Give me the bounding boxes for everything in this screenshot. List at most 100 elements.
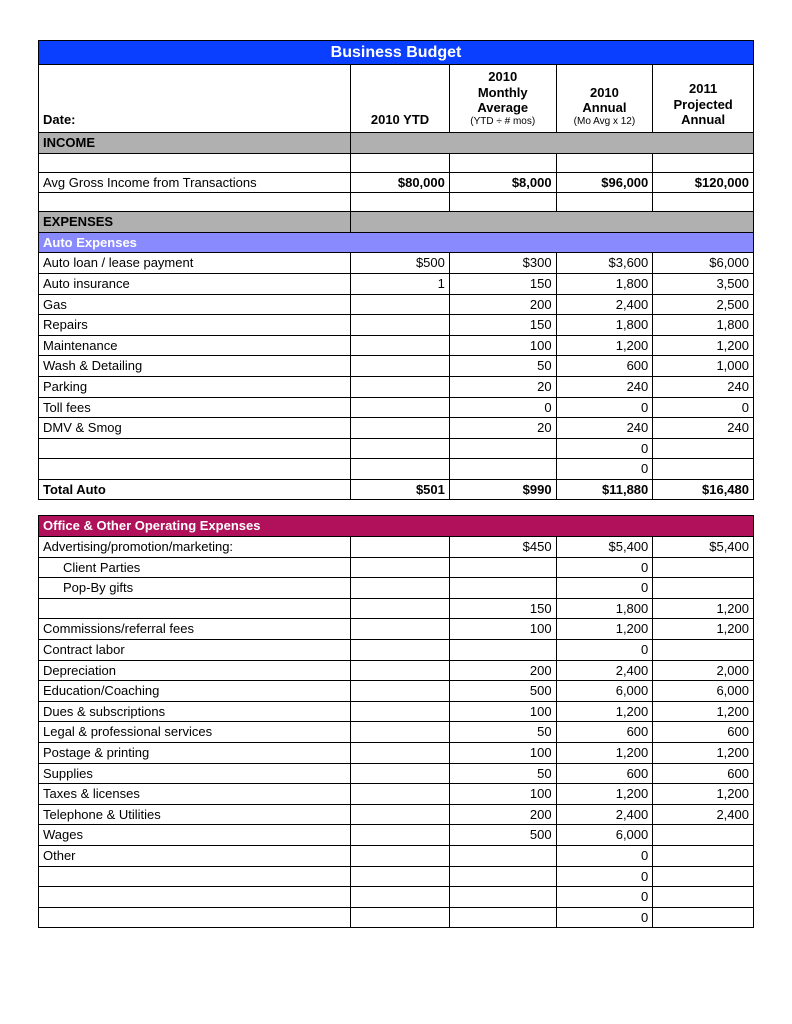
auto-row-2-c5: 2,500 xyxy=(653,294,754,315)
office-row-8-label: Dues & subscriptions xyxy=(39,701,351,722)
auto-row-10-c4: 0 xyxy=(556,459,653,480)
office-row-14-c2 xyxy=(351,825,450,846)
office-row-17-c3 xyxy=(449,887,556,908)
office-row-6-c3: 200 xyxy=(449,660,556,681)
auto-row-3-c5: 1,800 xyxy=(653,315,754,336)
office-row-6-c2 xyxy=(351,660,450,681)
auto-row-0-c3: $300 xyxy=(449,253,556,274)
header-monthly-avg: 2010MonthlyAverage(YTD ÷ # mos) xyxy=(449,65,556,133)
office-row-4-c4: 1,200 xyxy=(556,619,653,640)
auto-row-4-label: Maintenance xyxy=(39,335,351,356)
office-row-3-c4: 1,800 xyxy=(556,598,653,619)
office-row-2-c3 xyxy=(449,578,556,599)
auto-row-7-c5: 0 xyxy=(653,397,754,418)
office-row-5-c3 xyxy=(449,640,556,661)
office-row-14-label: Wages xyxy=(39,825,351,846)
office-row-5-c2 xyxy=(351,640,450,661)
office-row-13-c3: 200 xyxy=(449,804,556,825)
office-row-17-c5 xyxy=(653,887,754,908)
office-row-15-c2 xyxy=(351,845,450,866)
office-row-2-c2 xyxy=(351,578,450,599)
auto-row-6-c2 xyxy=(351,376,450,397)
income-c4: $96,000 xyxy=(556,172,653,193)
auto-total-c2: $501 xyxy=(351,479,450,500)
office-row-11-c2 xyxy=(351,763,450,784)
office-row-9-label: Legal & professional services xyxy=(39,722,351,743)
office-row-17-c2 xyxy=(351,887,450,908)
auto-row-3-label: Repairs xyxy=(39,315,351,336)
auto-row-5-c4: 600 xyxy=(556,356,653,377)
office-row-10-c2 xyxy=(351,743,450,764)
office-row-10-c5: 1,200 xyxy=(653,743,754,764)
section-auto: Auto Expenses xyxy=(39,232,754,253)
office-row-3-c5: 1,200 xyxy=(653,598,754,619)
auto-row-10-c5 xyxy=(653,459,754,480)
auto-row-4-c5: 1,200 xyxy=(653,335,754,356)
auto-row-4-c4: 1,200 xyxy=(556,335,653,356)
auto-total-label: Total Auto xyxy=(39,479,351,500)
auto-row-1-c5: 3,500 xyxy=(653,273,754,294)
office-row-1-c4: 0 xyxy=(556,557,653,578)
office-row-7-c4: 6,000 xyxy=(556,681,653,702)
header-date: Date: xyxy=(39,65,351,133)
income-c5: $120,000 xyxy=(653,172,754,193)
auto-row-8-c5: 240 xyxy=(653,418,754,439)
auto-row-1-label: Auto insurance xyxy=(39,273,351,294)
auto-row-3-c2 xyxy=(351,315,450,336)
auto-row-4-c3: 100 xyxy=(449,335,556,356)
office-row-4-c2 xyxy=(351,619,450,640)
auto-row-7-label: Toll fees xyxy=(39,397,351,418)
office-row-0-c2 xyxy=(351,537,450,558)
auto-row-5-label: Wash & Detailing xyxy=(39,356,351,377)
office-row-10-c4: 1,200 xyxy=(556,743,653,764)
office-row-7-label: Education/Coaching xyxy=(39,681,351,702)
office-row-18-label xyxy=(39,907,351,928)
auto-row-0-c5: $6,000 xyxy=(653,253,754,274)
header-ytd: 2010 YTD xyxy=(351,65,450,133)
auto-row-8-c2 xyxy=(351,418,450,439)
auto-row-9-label xyxy=(39,438,351,459)
auto-row-0-label: Auto loan / lease payment xyxy=(39,253,351,274)
office-row-18-c2 xyxy=(351,907,450,928)
auto-row-7-c4: 0 xyxy=(556,397,653,418)
office-row-7-c2 xyxy=(351,681,450,702)
auto-row-5-c3: 50 xyxy=(449,356,556,377)
auto-row-10-c2 xyxy=(351,459,450,480)
office-row-4-c3: 100 xyxy=(449,619,556,640)
auto-row-9-c5 xyxy=(653,438,754,459)
budget-table: Business BudgetDate:2010 YTD2010MonthlyA… xyxy=(38,40,754,928)
office-row-16-c4: 0 xyxy=(556,866,653,887)
auto-row-10-label xyxy=(39,459,351,480)
office-row-13-label: Telephone & Utilities xyxy=(39,804,351,825)
income-c2: $80,000 xyxy=(351,172,450,193)
auto-row-3-c4: 1,800 xyxy=(556,315,653,336)
auto-row-7-c2 xyxy=(351,397,450,418)
office-row-9-c5: 600 xyxy=(653,722,754,743)
office-row-13-c2 xyxy=(351,804,450,825)
auto-row-7-c3: 0 xyxy=(449,397,556,418)
office-row-14-c3: 500 xyxy=(449,825,556,846)
auto-total-c4: $11,880 xyxy=(556,479,653,500)
office-row-0-c5: $5,400 xyxy=(653,537,754,558)
auto-row-9-c3 xyxy=(449,438,556,459)
section-expenses: EXPENSES xyxy=(39,212,351,233)
header-projected: 2011ProjectedAnnual xyxy=(653,65,754,133)
office-row-11-c3: 50 xyxy=(449,763,556,784)
office-row-12-c3: 100 xyxy=(449,784,556,805)
office-row-15-c4: 0 xyxy=(556,845,653,866)
auto-row-8-label: DMV & Smog xyxy=(39,418,351,439)
auto-row-3-c3: 150 xyxy=(449,315,556,336)
office-row-10-c3: 100 xyxy=(449,743,556,764)
office-row-12-c2 xyxy=(351,784,450,805)
office-row-8-c5: 1,200 xyxy=(653,701,754,722)
office-row-14-c4: 6,000 xyxy=(556,825,653,846)
auto-row-1-c4: 1,800 xyxy=(556,273,653,294)
office-row-17-label xyxy=(39,887,351,908)
auto-row-6-c3: 20 xyxy=(449,376,556,397)
office-row-16-c3 xyxy=(449,866,556,887)
office-row-7-c5: 6,000 xyxy=(653,681,754,702)
auto-row-1-c3: 150 xyxy=(449,273,556,294)
office-row-7-c3: 500 xyxy=(449,681,556,702)
auto-row-5-c2 xyxy=(351,356,450,377)
auto-row-6-label: Parking xyxy=(39,376,351,397)
